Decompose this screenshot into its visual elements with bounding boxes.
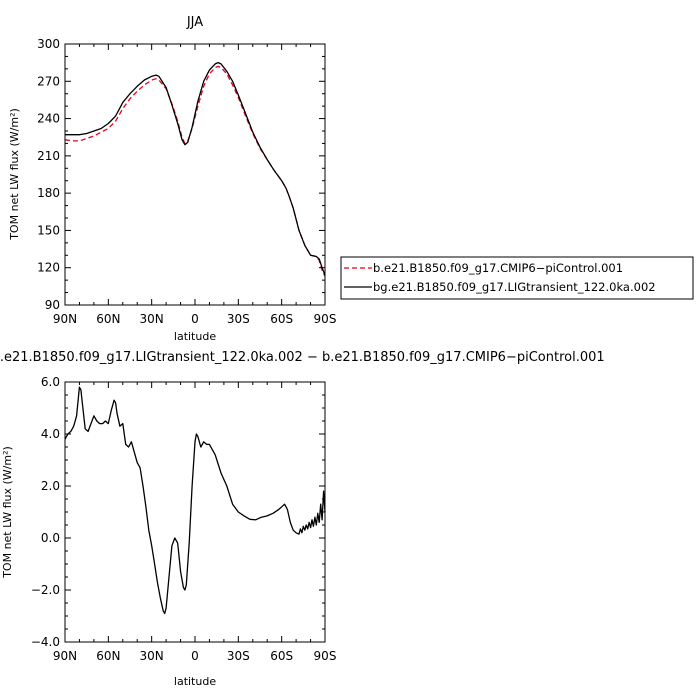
bottom-panel-axes: 90N 60N 30N 0 30S 60S 90S −4.0 −2.0 0.0 2.0 4.0 6.0 [31,375,337,663]
top-panel-y-tick-label-120: 120 [37,261,60,275]
top-panel: JJA TOM net LW flux (W/m²) latitude 90N 6… [8,15,694,343]
bottom-panel-y-tick-label-4-0: −4.0 [31,635,60,649]
top-panel-y-tick-label-150: 150 [37,223,60,237]
top-panel-frame [64,43,326,306]
bottom-panel-x-tick-label-30s: 30S [227,649,250,663]
bottom-panel-x-tick-label-90s: 90S [314,649,337,663]
top-panel-series-line-1 [64,65,326,277]
top-panel-y-tick-label-300: 300 [37,37,60,51]
top-panel-x-tick-label-90s: 90S [314,312,337,326]
top-panel-x-tick-label-0: 0 [191,312,199,326]
legend-label-ligtransient: bg.e21.B1850.f09_g17.LIGtransient_122.0k… [373,280,656,294]
bottom-panel-x-tick-label-0: 0 [191,649,199,663]
top-panel-x-tick-label-30n: 30N [140,312,164,326]
bottom-panel-y-tick-label-0-0: 0.0 [41,531,60,545]
bottom-panel-y-tick-label-2-0: 2.0 [41,479,60,493]
bottom-panel-title: bg.e21.B1850.f09_g17.LIGtransient_122.0k… [0,350,605,365]
top-panel-y-axis-label: TOM net LW flux (W/m²) [8,108,21,241]
top-panel-x-axis-label: latitude [174,330,216,343]
top-panel-x-tick-label-30s: 30S [227,312,250,326]
bottom-panel-y-tick-label-6-0: 6.0 [41,375,60,389]
bottom-panel-frame [64,381,326,643]
bottom-panel-x-axis-label: latitude [174,675,216,688]
legend-box [340,256,694,300]
bottom-panel-x-tick-label-30n: 30N [140,649,164,663]
top-panel-y-tick-label-180: 180 [37,186,60,200]
bottom-panel-y-tick-label-4-0: 4.0 [41,427,60,441]
top-panel-series-group [64,61,326,277]
bottom-panel-x-tick-label-60s: 60S [270,649,293,663]
bottom-panel-y-axis-label: TOM net LW flux (W/m²) [1,446,14,579]
bottom-panel-series-group [64,386,326,615]
top-panel-y-tick-label-240: 240 [37,112,60,126]
bottom-panel-series-line-1 [64,386,326,615]
legend-label-picontrol: b.e21.B1850.f09_g17.CMIP6−piControl.001 [373,261,623,275]
bottom-panel-x-tick-label-60n: 60N [96,649,120,663]
top-panel-y-tick-label-90: 90 [45,298,60,312]
top-panel-y-tick-label-210: 210 [37,149,60,163]
top-panel-y-tick-label-270: 270 [37,74,60,88]
legend: b.e21.B1850.f09_g17.CMIP6−piControl.001 … [340,256,694,300]
top-panel-series-line-2 [65,61,326,276]
top-panel-x-tick-label-60s: 60S [270,312,293,326]
bottom-panel: bg.e21.B1850.f09_g17.LIGtransient_122.0k… [0,350,605,688]
top-panel-x-tick-label-60n: 60N [96,312,120,326]
top-panel-axes: 90N 60N 30N 0 30S 60S 90S 90 120 150 180 210 240 270 3… [37,37,336,326]
top-panel-title: JJA [186,15,203,30]
bottom-panel-y-tick-label-2-0: −2.0 [31,583,60,597]
top-panel-x-tick-label-90n: 90N [53,312,77,326]
bottom-panel-x-tick-label-90n: 90N [53,649,77,663]
